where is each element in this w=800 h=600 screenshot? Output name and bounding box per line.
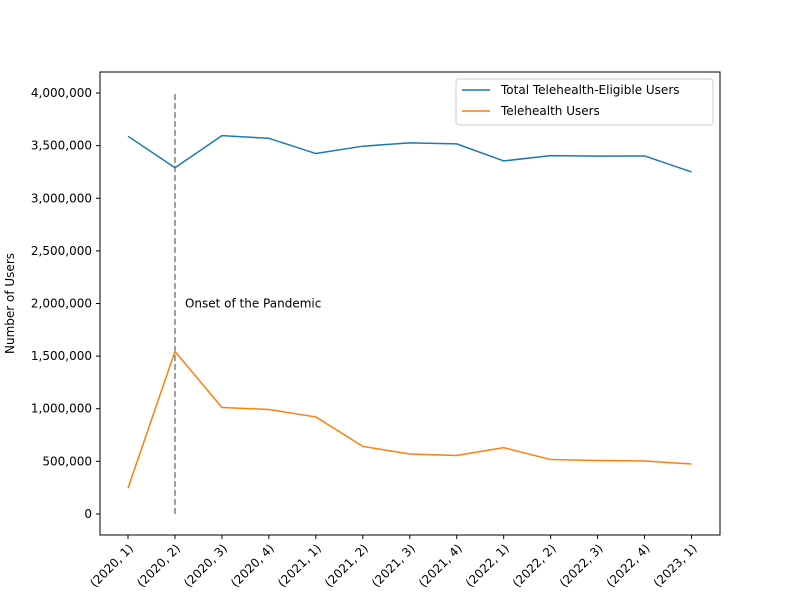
legend-label-total-telehealth-eligible-users: Total Telehealth-Eligible Users bbox=[500, 83, 680, 97]
y-axis: 0 500,000 1,000,000 1,500,000 2,000,000 2,500… bbox=[31, 86, 100, 521]
y-axis-label: Number of Users bbox=[3, 253, 17, 354]
y-tick-label: 4,000,000 bbox=[31, 86, 92, 100]
y-tick-label: 1,500,000 bbox=[31, 349, 92, 363]
plot-layer bbox=[127, 93, 692, 514]
y-tick-label: 2,500,000 bbox=[31, 244, 92, 258]
series-line-total-telehealth-eligible-users bbox=[127, 134, 692, 173]
legend: Total Telehealth-Eligible Users Telehealt… bbox=[455, 78, 714, 126]
series-line-telehealth-users bbox=[127, 350, 692, 489]
y-tick-label: 500,000 bbox=[42, 454, 92, 468]
legend-box bbox=[455, 78, 714, 126]
y-tick-label: 3,000,000 bbox=[31, 191, 92, 205]
legend-label-telehealth-users: Telehealth Users bbox=[500, 104, 600, 118]
y-tick-label: 3,500,000 bbox=[31, 139, 92, 153]
annotation-onset: Onset of the Pandemic bbox=[185, 297, 321, 311]
y-tick-label: 2,000,000 bbox=[31, 297, 92, 311]
y-tick-label: 1,000,000 bbox=[31, 402, 92, 416]
y-tick-label: 0 bbox=[84, 507, 92, 521]
